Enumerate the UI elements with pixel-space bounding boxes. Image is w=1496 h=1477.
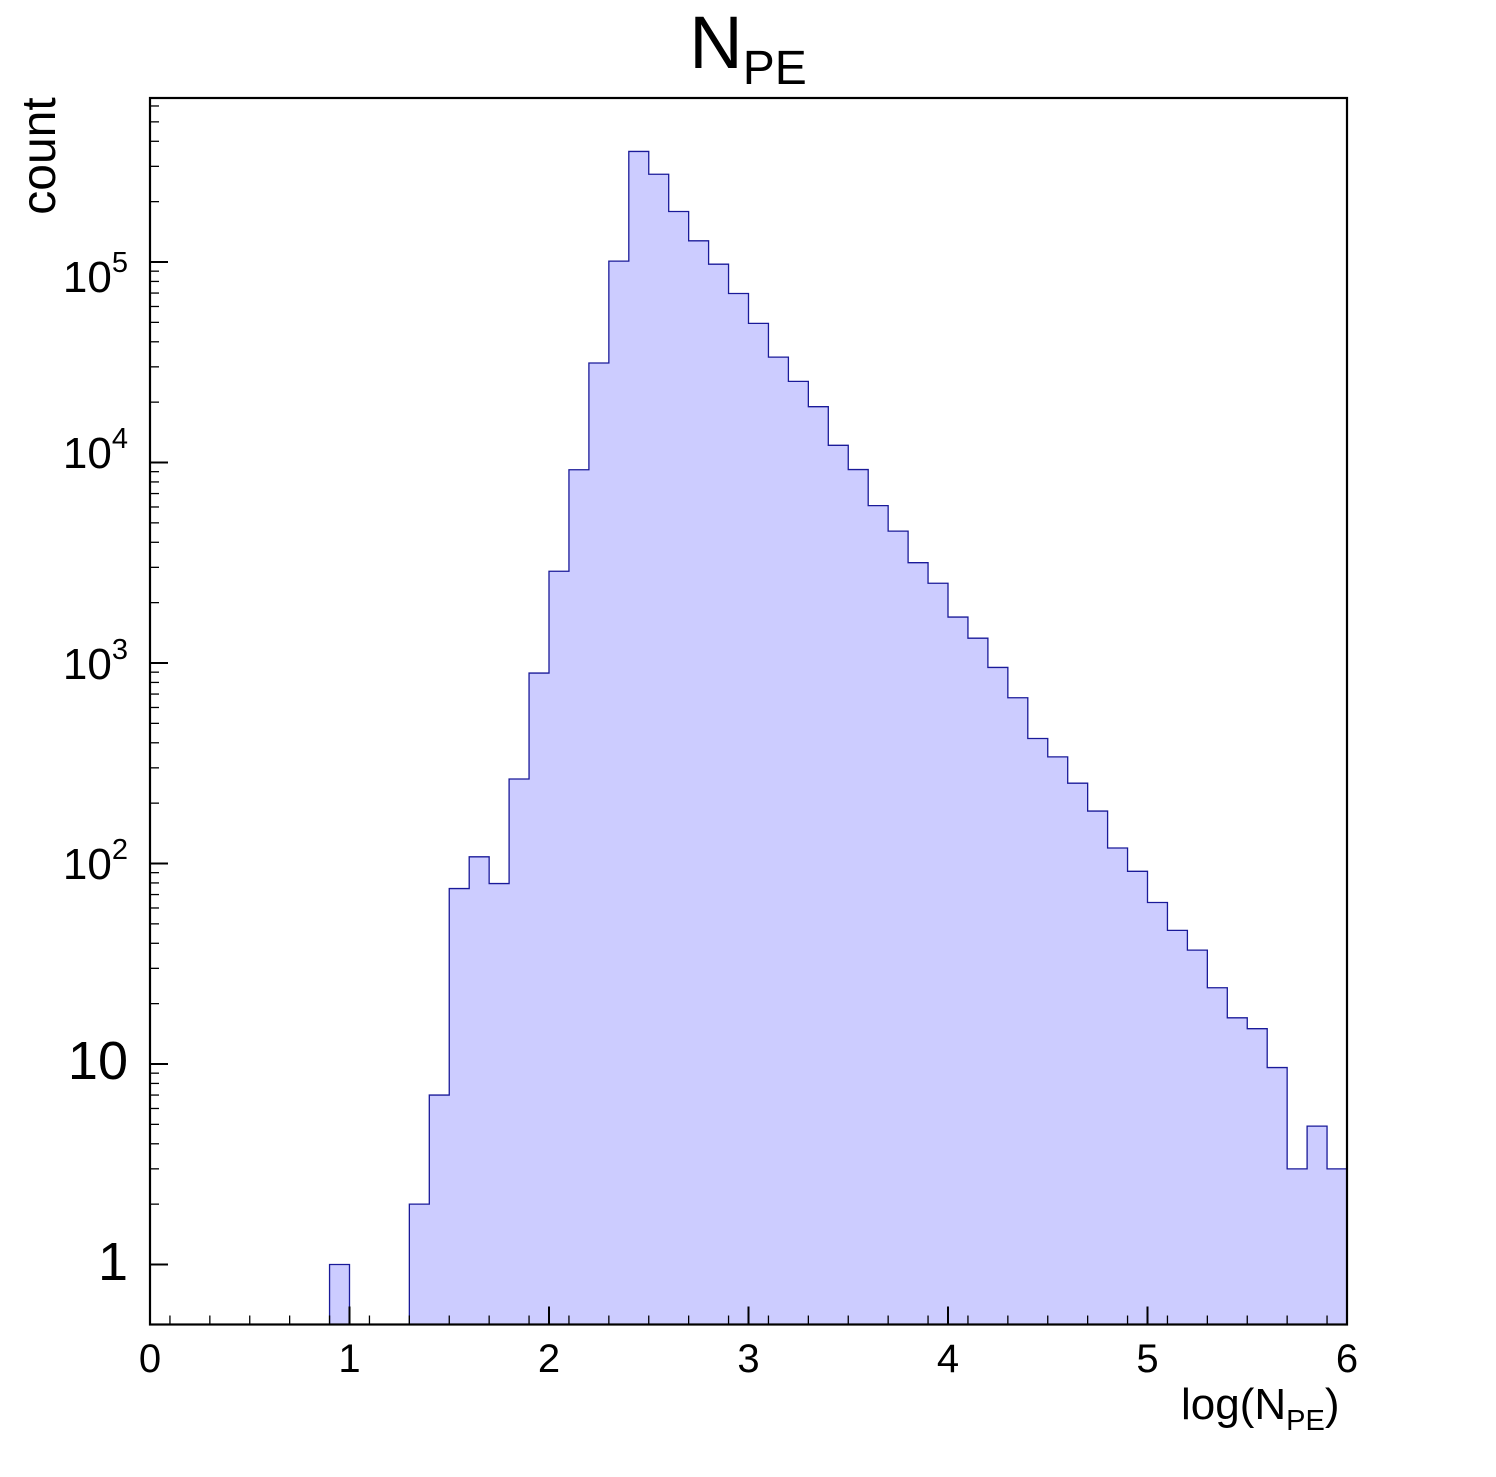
svg-text:2: 2 — [538, 1337, 560, 1381]
svg-text:6: 6 — [1336, 1337, 1358, 1381]
svg-text:4: 4 — [937, 1337, 959, 1381]
svg-text:count: count — [13, 97, 66, 214]
svg-text:0: 0 — [139, 1337, 161, 1381]
svg-text:5: 5 — [1136, 1337, 1158, 1381]
svg-text:1: 1 — [338, 1337, 360, 1381]
svg-text:10: 10 — [68, 1031, 128, 1091]
svg-text:1: 1 — [98, 1232, 128, 1292]
svg-text:3: 3 — [737, 1337, 759, 1381]
